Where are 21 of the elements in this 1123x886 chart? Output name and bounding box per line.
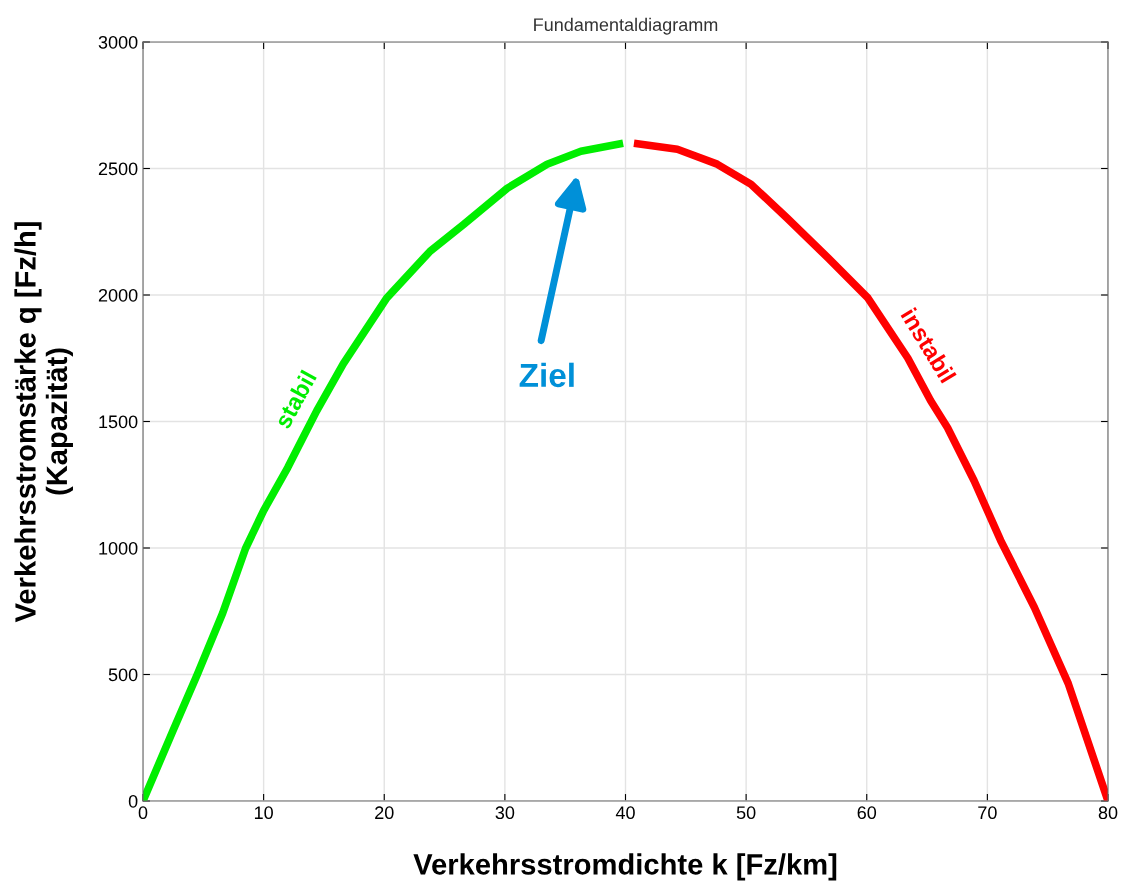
y-tick-label: 1500 [99,415,138,429]
x-tick-label: 80 [1098,806,1118,820]
chart-title: Fundamentaldiagramm [534,17,718,35]
y-tick-label: 2500 [98,162,138,176]
annotation: Ziel [519,362,574,388]
x-tick-label: 20 [375,806,394,820]
x-tick-label: 60 [857,806,877,820]
x-tick-label: 30 [495,806,515,820]
y-tick-label: 0 [128,794,138,808]
x-axis-title: Verkehrsstromdichte k [Fz/km] [413,853,837,881]
y-axis-title: Verkehrsstromstärke q [Fz/h] (Kapazität) [14,222,73,623]
y-tick-label: 3000 [98,35,138,49]
x-tick-label: 0 [138,806,148,820]
x-tick-label: 10 [254,806,273,820]
text: stabil [273,369,317,430]
x-tick-label: 40 [615,806,635,820]
x-tick-label: 70 [978,806,997,820]
x-tick-label: 50 [736,806,756,820]
y-tick-label: 2000 [98,288,138,302]
y-tick-label: 500 [108,668,138,682]
y-tick-label: 1000 [99,541,138,555]
